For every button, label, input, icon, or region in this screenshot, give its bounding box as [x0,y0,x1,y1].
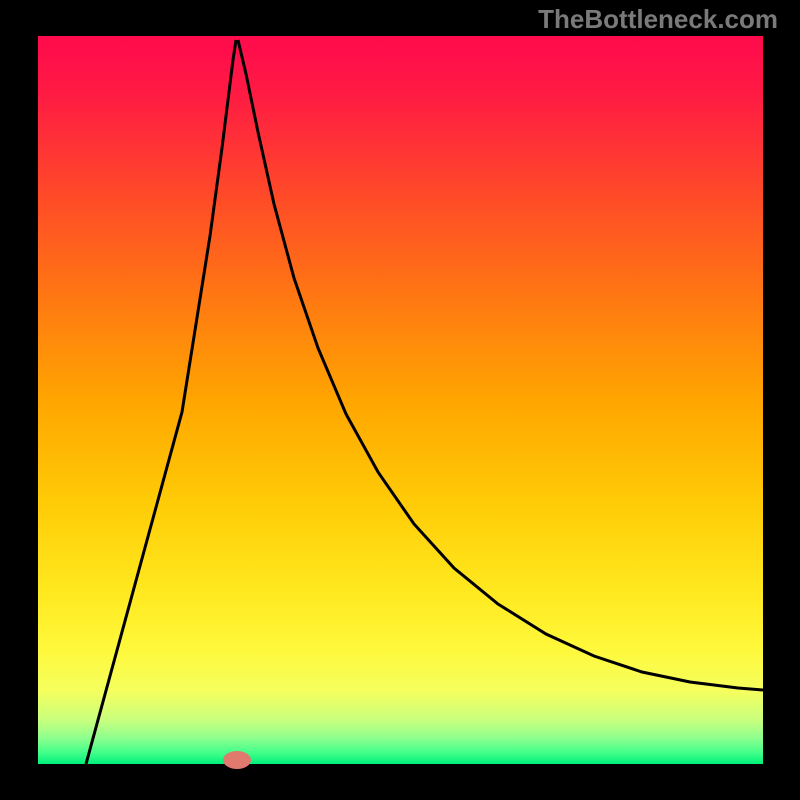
chart-svg [0,0,800,800]
curve-minimum-marker [223,751,251,769]
chart-container: TheBottleneck.com [0,0,800,800]
watermark-text: TheBottleneck.com [538,4,778,35]
plot-background [38,36,763,764]
